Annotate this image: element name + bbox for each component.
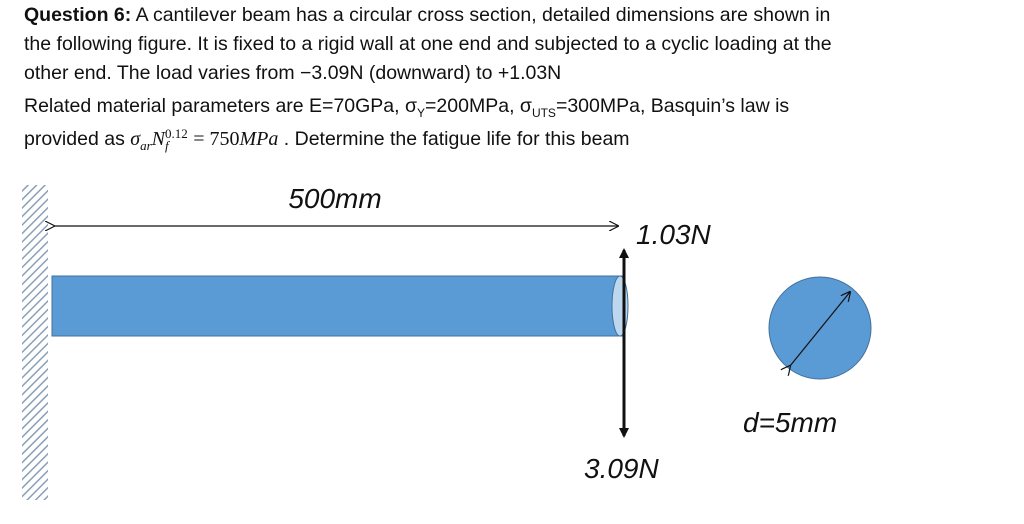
text: A cantilever beam has a circular cross s…	[131, 4, 831, 26]
formula: MPa	[239, 128, 279, 151]
subscript: Y	[417, 105, 426, 120]
formula: N	[151, 128, 166, 151]
formula: σ	[130, 128, 141, 151]
text: Related material parameters are E=70GPa,…	[24, 95, 418, 117]
text-line: Question 6: A cantilever beam has a circ…	[24, 4, 830, 27]
text-line: Related material parameters are E=70GPa,…	[24, 95, 789, 120]
formula: = 750	[193, 128, 240, 151]
text: =200MPa, σ	[425, 95, 532, 117]
wall	[22, 185, 48, 500]
up-load-label: 1.03N	[636, 219, 711, 250]
beam	[51, 275, 623, 337]
diameter-line	[790, 292, 850, 366]
text-line: other end. The load varies from −3.09N (…	[24, 62, 562, 84]
length-label: 500mm	[288, 183, 381, 214]
beam-end	[611, 275, 629, 337]
down-load-label: 3.09N	[584, 453, 659, 484]
text-line: provided as σarN 0.12 f = 750MPa . Determi…	[24, 126, 630, 154]
formula: ar	[140, 138, 152, 154]
question-label: Question 6:	[24, 4, 132, 26]
text: . Determine the fatigue life for this be…	[278, 128, 630, 151]
text: =300MPa, Basquin’s law is	[555, 95, 790, 117]
formula: f	[165, 138, 169, 153]
subscript: UTS	[531, 105, 556, 120]
diameter-label: d=5mm	[743, 407, 837, 438]
text-line: the following figure. It is fixed to a r…	[24, 33, 832, 55]
formula: 0.12	[165, 126, 188, 141]
text: provided as	[24, 128, 131, 151]
cross-section	[768, 276, 872, 380]
